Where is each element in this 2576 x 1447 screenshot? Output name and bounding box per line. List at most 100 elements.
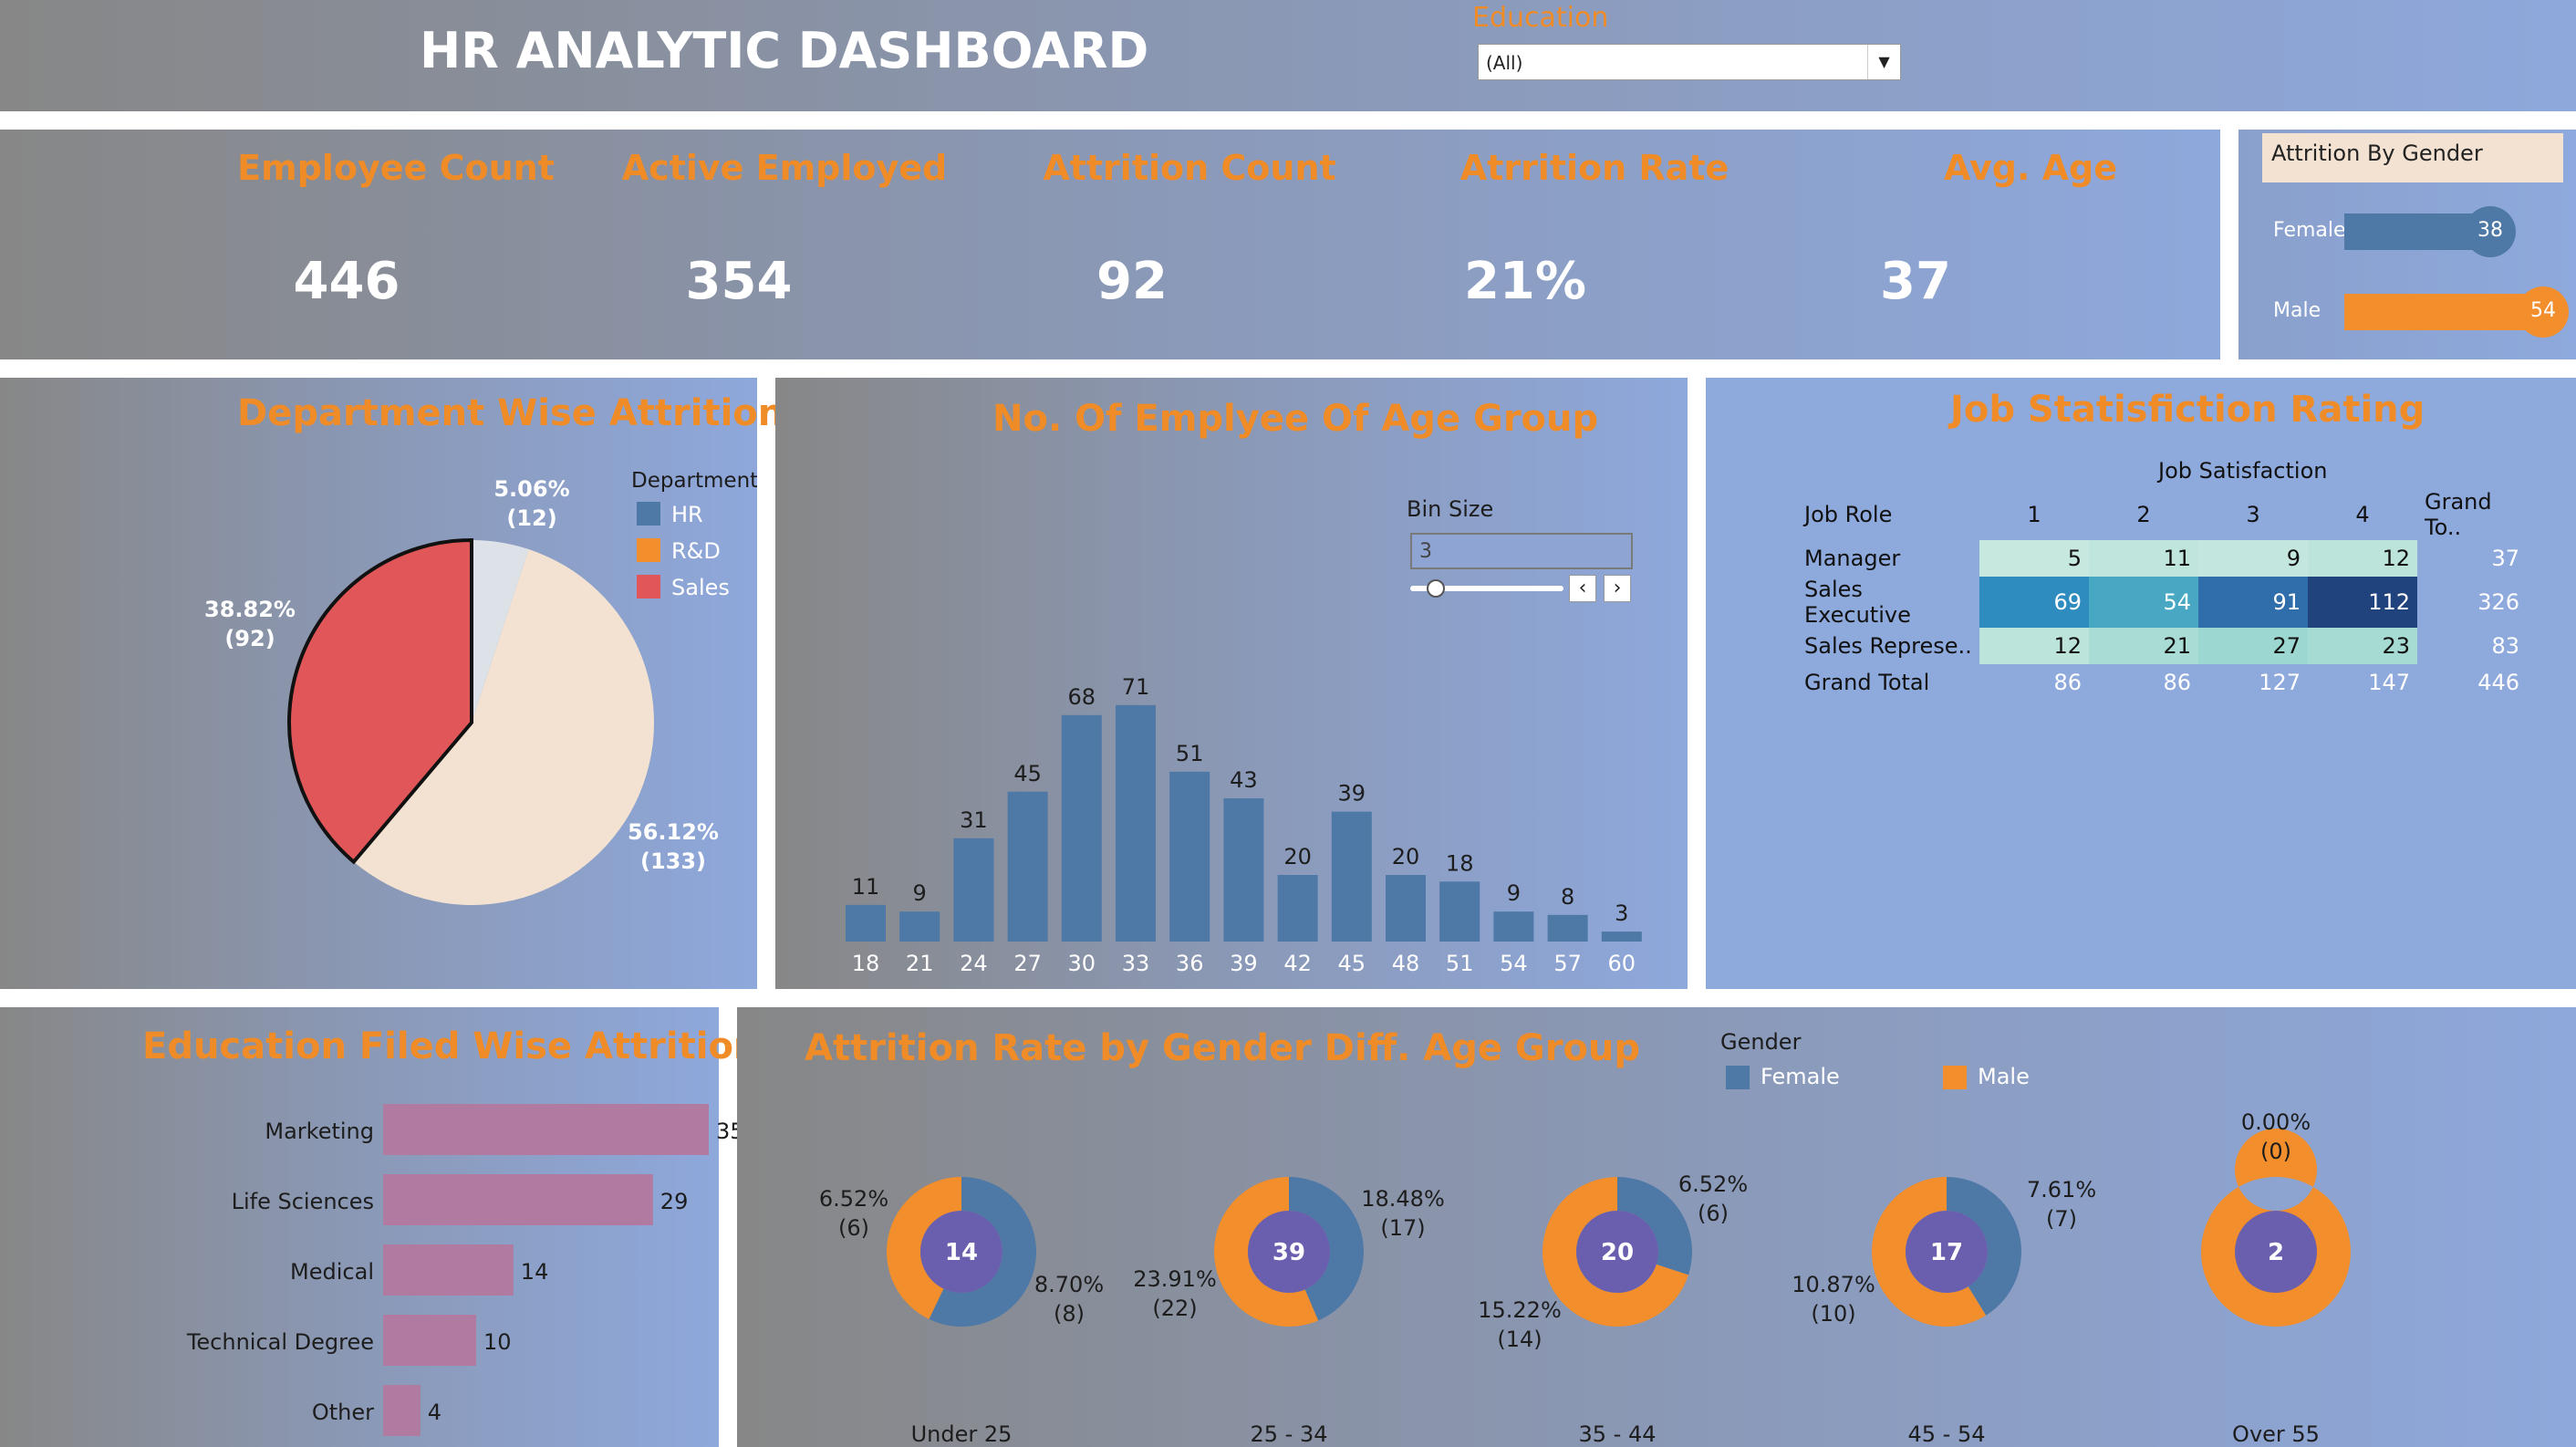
education-attrition-panel: Education Filed Wise Attrition Marketing…	[0, 1007, 759, 1447]
bin-size-slider-handle[interactable]	[1427, 579, 1445, 598]
age-tick-label: 42	[1283, 951, 1312, 976]
age-tick-label: 24	[960, 951, 988, 976]
age-bar-value: 39	[1338, 781, 1366, 807]
row-role: Manager	[1804, 546, 1901, 571]
donut-total: 20	[1601, 1239, 1634, 1266]
age-bar-value: 20	[1392, 844, 1420, 869]
age-bar	[1386, 875, 1426, 942]
table-header-row: Job Role 1 2 3 4 Grand To..	[1797, 489, 2527, 540]
label-rd-pct: 56.12%	[628, 819, 719, 845]
age-histogram: 1118921312445276830713351364339204239452…	[846, 674, 1642, 976]
age-bar	[1601, 932, 1642, 942]
bin-size-slider-track[interactable]	[1410, 586, 1563, 591]
job-satisfaction-col-header: Job Satisfaction	[2158, 458, 2328, 484]
donut-male-pct: 15.22%	[1478, 1297, 1562, 1323]
donut-group-label: 35 - 44	[1579, 1421, 1657, 1447]
donut-male-count: (14)	[1497, 1327, 1542, 1352]
grand-cell: 86	[2053, 670, 2082, 695]
age-bar-value: 20	[1283, 844, 1312, 869]
age-bar	[899, 911, 940, 942]
donut-center	[1576, 1211, 1658, 1293]
kpi-value-avg-age: 37	[1880, 252, 1951, 311]
kpi-value-attrition-count: 92	[1096, 252, 1168, 311]
row-total: 83	[2491, 633, 2519, 659]
age-group-title: No. Of Emplyee Of Age Group	[992, 398, 1599, 440]
age-tick-label: 51	[1446, 951, 1474, 976]
heat-cell: 112	[2308, 577, 2417, 628]
education-bar-value: 14	[521, 1259, 549, 1285]
gender-age-title: Attrition Rate by Gender Diff. Age Group	[805, 1027, 1641, 1069]
department-pie-chart: 5.06% (12) 38.82% (92) 56.12% (133) Depa…	[204, 469, 757, 906]
table-row: Manager 5 11 9 12 37	[1797, 540, 2527, 577]
pie-slice-sales	[287, 537, 473, 865]
donut-group-label: 45 - 54	[1908, 1421, 1986, 1447]
donut-male-count: (22)	[1152, 1296, 1197, 1321]
table-row: Sales Executive 69 54 91 112 326	[1797, 577, 2527, 628]
age-bar	[1493, 911, 1534, 942]
attrition-by-gender-title: Attrition By Gender	[2262, 133, 2563, 182]
heat-cell: 91	[2198, 577, 2308, 628]
age-bar-value: 9	[1507, 880, 1521, 906]
legend-label-sales: Sales	[671, 575, 730, 600]
education-bar-value: 4	[428, 1400, 441, 1425]
age-bar-value: 31	[960, 807, 988, 833]
age-bar	[953, 838, 994, 942]
age-bar	[1061, 714, 1102, 942]
job-satisfaction-title: Job Statisfiction Rating	[1950, 389, 2425, 431]
kpi-label-attrition-rate: Atrrition Rate	[1459, 148, 1729, 188]
age-bar	[846, 904, 886, 942]
chevron-left-icon[interactable]: ‹	[1569, 575, 1596, 602]
donut-slice-female	[1947, 1177, 2021, 1316]
education-category-label: Other	[312, 1400, 374, 1425]
age-bar-value: 9	[913, 880, 927, 906]
heat-cell: 54	[2089, 577, 2198, 628]
donut-female-pct: 8.70%	[1034, 1272, 1104, 1297]
donut-male-pct: 6.52%	[819, 1186, 888, 1212]
donut-female-count: (6)	[1698, 1201, 1729, 1226]
department-legend-title: Department	[631, 469, 757, 493]
donut-female-count: (8)	[1054, 1301, 1085, 1327]
department-attrition-title: Department Wise Attrition	[237, 392, 784, 434]
donut-female-pct: 0.00%	[2241, 1109, 2311, 1135]
age-tick-label: 57	[1553, 951, 1582, 976]
donut-male-count: (6)	[838, 1215, 869, 1241]
donut-female-count: (7)	[2046, 1206, 2077, 1232]
heat-cell: 11	[2089, 540, 2198, 577]
chevron-right-icon[interactable]: ›	[1604, 575, 1631, 602]
age-tick-label: 45	[1338, 951, 1366, 976]
donut-male-count: (10)	[1811, 1301, 1855, 1327]
age-bar-value: 11	[852, 874, 880, 900]
age-tick-label: 54	[1500, 951, 1528, 976]
department-attrition-panel: Department Wise Attrition 5.06% (12) 38.…	[0, 378, 784, 989]
kpi-label-avg-age: Avg. Age	[1943, 148, 2118, 188]
label-sales-pct: 38.82%	[204, 597, 296, 622]
legend-label-male: Male	[1978, 1064, 2030, 1089]
header-job-role: Job Role	[1804, 502, 1893, 527]
donut-center	[1906, 1211, 1988, 1293]
education-filter-dropdown[interactable]: (All) ▼	[1478, 44, 1901, 80]
kpi-value-attrition-rate: 21%	[1463, 252, 1587, 311]
chevron-down-icon[interactable]: ▼	[1867, 45, 1900, 79]
header-col-3: 3	[2246, 502, 2260, 527]
header-grand-total: Grand To..	[2425, 489, 2492, 540]
age-tick-label: 36	[1176, 951, 1204, 976]
donut-total: 39	[1272, 1239, 1305, 1266]
bin-size-input[interactable]: 3	[1410, 533, 1633, 569]
education-category-label: Marketing	[265, 1119, 374, 1144]
kpi-label-active-employed: Active Employed	[621, 148, 948, 188]
donut-slice-female	[929, 1177, 1036, 1327]
donut-total: 2	[2268, 1239, 2284, 1266]
donut-center	[1248, 1211, 1330, 1293]
grand-cell: 127	[2259, 670, 2301, 695]
gender-age-donuts: 148.70%(8)6.52%(6)Under 253918.48%(17)23…	[819, 1109, 2351, 1447]
age-tick-label: 60	[1608, 951, 1636, 976]
donut-group-label: Over 55	[2232, 1421, 2320, 1447]
donut-total: 14	[945, 1239, 978, 1266]
donut-female-pct: 7.61%	[2027, 1177, 2096, 1202]
education-filter-label: Education	[1472, 2, 1609, 34]
grand-cell: 147	[2368, 670, 2410, 695]
kpi-label-attrition-count: Attrition Count	[1043, 148, 1336, 188]
attrition-by-gender-panel: Attrition By Gender Female 38 Male 54	[2238, 130, 2576, 359]
row-total: 326	[2477, 589, 2519, 615]
age-tick-label: 33	[1122, 951, 1150, 976]
